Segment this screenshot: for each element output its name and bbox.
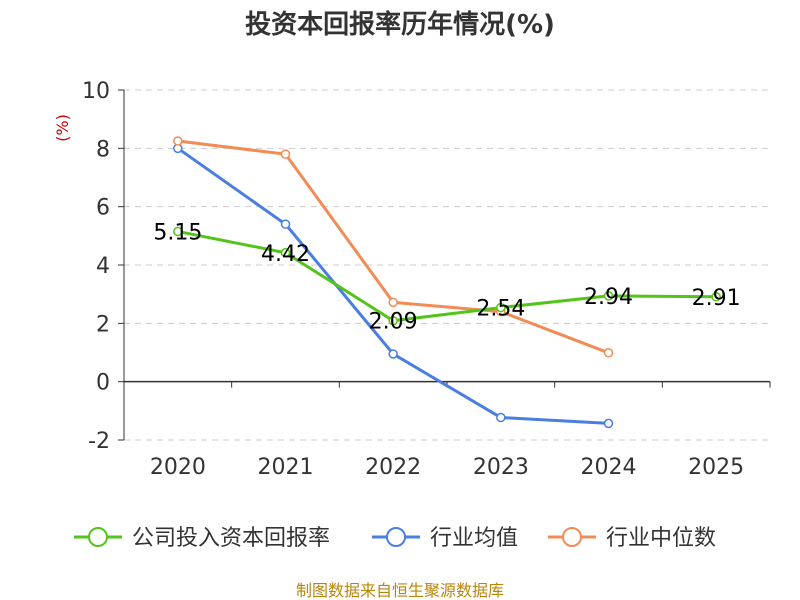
data-point [280,219,291,229]
data-point [603,348,614,358]
legend-label: 行业中位数 [606,526,716,551]
data-point [711,292,721,302]
y-tick-label: 10 [82,79,110,104]
y-tick-label: 4 [96,254,110,279]
x-tick-label: 2025 [688,455,744,480]
data-point [603,418,614,429]
x-tick-label: 2022 [365,455,421,480]
source-note: 制图数据来自恒生聚源数据库 [296,581,504,600]
data-label: 2.91 [692,286,741,311]
data-point [496,412,506,423]
data-point [603,291,614,301]
data-point [280,149,291,159]
legend-item: 行业中位数 [548,526,716,551]
data-point [280,248,291,258]
data-point [388,315,398,326]
data-label: 4.42 [261,242,310,267]
data-point [388,297,398,308]
data-label: 2.94 [584,285,633,310]
legend-item: 行业均值 [372,526,518,551]
x-tick-label: 2023 [473,455,529,480]
data-point [496,302,506,313]
y-tick-label: 2 [96,312,110,337]
series-line-0 [177,229,717,323]
data-label: 5.15 [153,220,202,245]
y-tick-label: 0 [96,371,110,396]
legend-marker [386,527,406,547]
legend-marker [88,527,108,547]
chart-title: 投资本回报率历年情况(%) [245,9,555,40]
data-label: 2.09 [369,310,418,335]
data-label: 2.54 [476,297,525,322]
data-point [173,226,183,237]
y-tick-label: -2 [88,429,110,454]
legend-marker [562,527,582,547]
y-axis-unit: (%) [53,114,72,142]
legend-label: 公司投入资本回报率 [132,526,330,551]
data-point [388,349,398,359]
data-point [173,136,183,146]
y-tick-label: 8 [96,137,110,162]
legend-item: 公司投入资本回报率 [74,526,330,551]
legend-label: 行业均值 [430,526,518,551]
x-tick-label: 2021 [258,455,314,480]
x-tick-label: 2024 [581,455,637,480]
y-tick-label: 6 [96,196,110,221]
x-tick-label: 2020 [150,455,206,480]
